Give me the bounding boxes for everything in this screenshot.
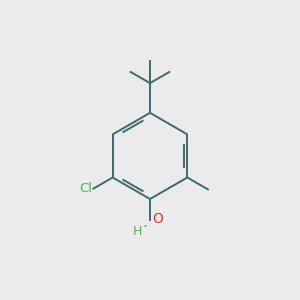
Text: H: H (133, 225, 142, 238)
Text: O: O (152, 212, 163, 226)
Text: ·: · (142, 220, 147, 235)
Text: Cl: Cl (79, 182, 92, 195)
